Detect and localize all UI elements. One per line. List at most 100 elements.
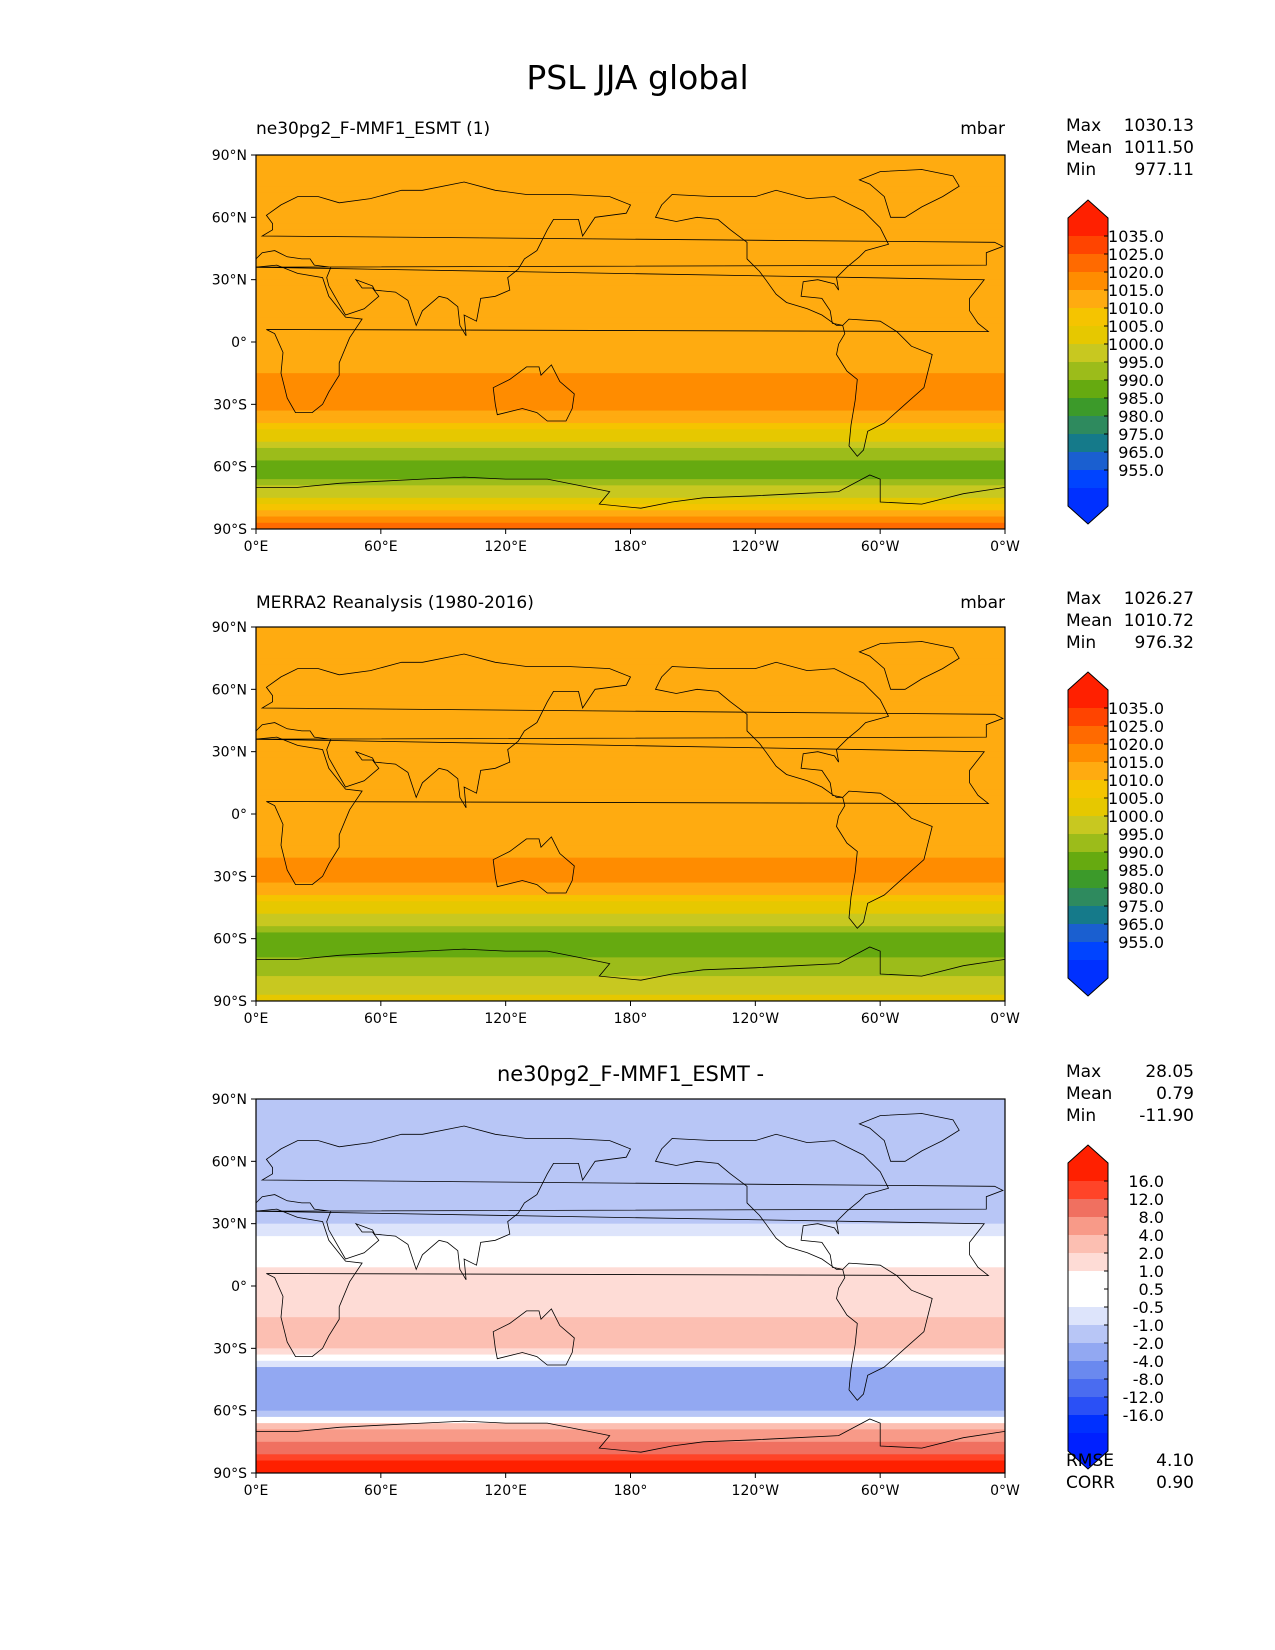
field-band bbox=[256, 633, 1005, 641]
coastline-north-america bbox=[654, 661, 890, 798]
lon-tick-label: 120°E bbox=[484, 539, 527, 555]
field-band bbox=[256, 982, 1005, 990]
colorbar-segment bbox=[1068, 762, 1108, 781]
field-band bbox=[256, 1148, 1005, 1156]
field-band bbox=[256, 1404, 1005, 1412]
colorbar-segment bbox=[1068, 344, 1108, 363]
field-band bbox=[256, 1292, 1005, 1300]
coastlines bbox=[256, 1113, 1005, 1473]
field-band bbox=[256, 223, 1005, 231]
colorbar-segment bbox=[1068, 1397, 1108, 1416]
field-band bbox=[256, 913, 1005, 921]
field-band bbox=[256, 951, 1005, 958]
stat-mean: Mean 0.79 bbox=[1066, 1084, 1194, 1104]
field-band bbox=[256, 1429, 1005, 1437]
stat-max: Max 1030.13 bbox=[1066, 116, 1194, 136]
panel-units: mbar bbox=[960, 119, 1005, 139]
field-band bbox=[256, 323, 1005, 331]
colorbar-tick-label: 955.0 bbox=[1118, 933, 1164, 952]
field-band bbox=[256, 373, 1005, 380]
field-band bbox=[256, 1099, 1005, 1106]
field-band bbox=[256, 770, 1005, 778]
field-band bbox=[256, 776, 1005, 784]
colorbar-tick-label: 4.0 bbox=[1139, 1226, 1164, 1245]
field-band bbox=[256, 1342, 1005, 1349]
colorbar-segment bbox=[1068, 452, 1108, 471]
stats-block: Max 1026.27 Mean 1010.72 Min 976.32 bbox=[1066, 588, 1194, 654]
colorbar-tick-label: 1020.0 bbox=[1108, 263, 1164, 282]
lon-tick-label: 120°E bbox=[484, 1483, 527, 1499]
field-band bbox=[256, 1267, 1005, 1275]
colorbar-top-cap bbox=[1068, 200, 1108, 236]
field-band bbox=[256, 441, 1005, 449]
lon-tick-label: 60°W bbox=[861, 1011, 900, 1027]
colorbar-tick-label: 16.0 bbox=[1128, 1172, 1164, 1191]
field-band bbox=[256, 466, 1005, 474]
colorbar-tick-label: -2.0 bbox=[1133, 1334, 1164, 1353]
field-band bbox=[256, 988, 1005, 996]
field-band bbox=[256, 851, 1005, 859]
colorbar-segment bbox=[1068, 942, 1108, 961]
field-band bbox=[256, 410, 1005, 418]
colorbar-segment bbox=[1068, 924, 1108, 943]
field-band bbox=[256, 242, 1005, 250]
field-band bbox=[256, 391, 1005, 399]
field-band bbox=[256, 1335, 1005, 1343]
colorbar-segment bbox=[1068, 744, 1108, 763]
field-band bbox=[256, 888, 1005, 896]
colorbar-segment bbox=[1068, 326, 1108, 345]
field-band bbox=[256, 907, 1005, 915]
field-band bbox=[256, 963, 1005, 971]
field-band bbox=[256, 198, 1005, 206]
field-band bbox=[256, 161, 1005, 169]
field-band bbox=[256, 1130, 1005, 1137]
field-band bbox=[256, 1186, 1005, 1194]
field-band bbox=[256, 447, 1005, 455]
field-band bbox=[256, 304, 1005, 312]
colorbar-tick-label: 1025.0 bbox=[1108, 717, 1164, 736]
field-band bbox=[256, 926, 1005, 934]
field-band bbox=[256, 870, 1005, 877]
field-band bbox=[256, 969, 1005, 977]
colorbar-segment bbox=[1068, 1415, 1108, 1434]
colorbar-tick-label: 1005.0 bbox=[1108, 789, 1164, 808]
stat-mean: Mean 1011.50 bbox=[1066, 138, 1194, 158]
field-bands bbox=[256, 1099, 1005, 1473]
field-band bbox=[256, 1273, 1005, 1281]
colorbar-tick-label: 1035.0 bbox=[1108, 699, 1164, 718]
colorbar-tick-label: -1.0 bbox=[1133, 1316, 1164, 1335]
field-band bbox=[256, 416, 1005, 424]
colorbar-reanalysis: 1035.01025.01020.01015.01010.01005.01000… bbox=[1067, 671, 1164, 997]
lat-tick-label: 90°N bbox=[212, 620, 247, 636]
lat-tick-label: 90°N bbox=[212, 1092, 247, 1108]
field-band bbox=[256, 179, 1005, 187]
field-band bbox=[256, 701, 1005, 709]
field-band bbox=[256, 1329, 1005, 1337]
colorbar-tick-label: 995.0 bbox=[1118, 825, 1164, 844]
field-band bbox=[256, 1223, 1005, 1231]
lat-tick-label: 90°S bbox=[213, 994, 247, 1010]
field-band bbox=[256, 1379, 1005, 1387]
field-band bbox=[256, 639, 1005, 647]
stat-max: Max 1026.27 bbox=[1066, 589, 1194, 609]
field-band bbox=[256, 1360, 1005, 1368]
lon-tick-label: 60°W bbox=[861, 539, 900, 555]
colorbar-tick-label: 990.0 bbox=[1118, 843, 1164, 862]
field-band bbox=[256, 211, 1005, 218]
field-band bbox=[256, 863, 1005, 871]
colorbar-tick-label: 995.0 bbox=[1118, 353, 1164, 372]
field-band bbox=[256, 676, 1005, 684]
field-band bbox=[256, 857, 1005, 865]
colorbar-segment bbox=[1068, 816, 1108, 835]
lon-tick-label: 180° bbox=[614, 1011, 648, 1027]
colorbar-segment bbox=[1068, 1343, 1108, 1362]
field-band bbox=[256, 1423, 1005, 1430]
colorbar-segment bbox=[1068, 1379, 1108, 1398]
field-band bbox=[256, 454, 1005, 462]
coastline-south-america bbox=[836, 318, 933, 457]
lon-tick-label: 0°W bbox=[990, 1011, 1020, 1027]
lat-tick-label: 90°S bbox=[213, 1466, 247, 1482]
field-band bbox=[256, 310, 1005, 318]
field-band bbox=[256, 651, 1005, 659]
field-band bbox=[256, 957, 1005, 965]
